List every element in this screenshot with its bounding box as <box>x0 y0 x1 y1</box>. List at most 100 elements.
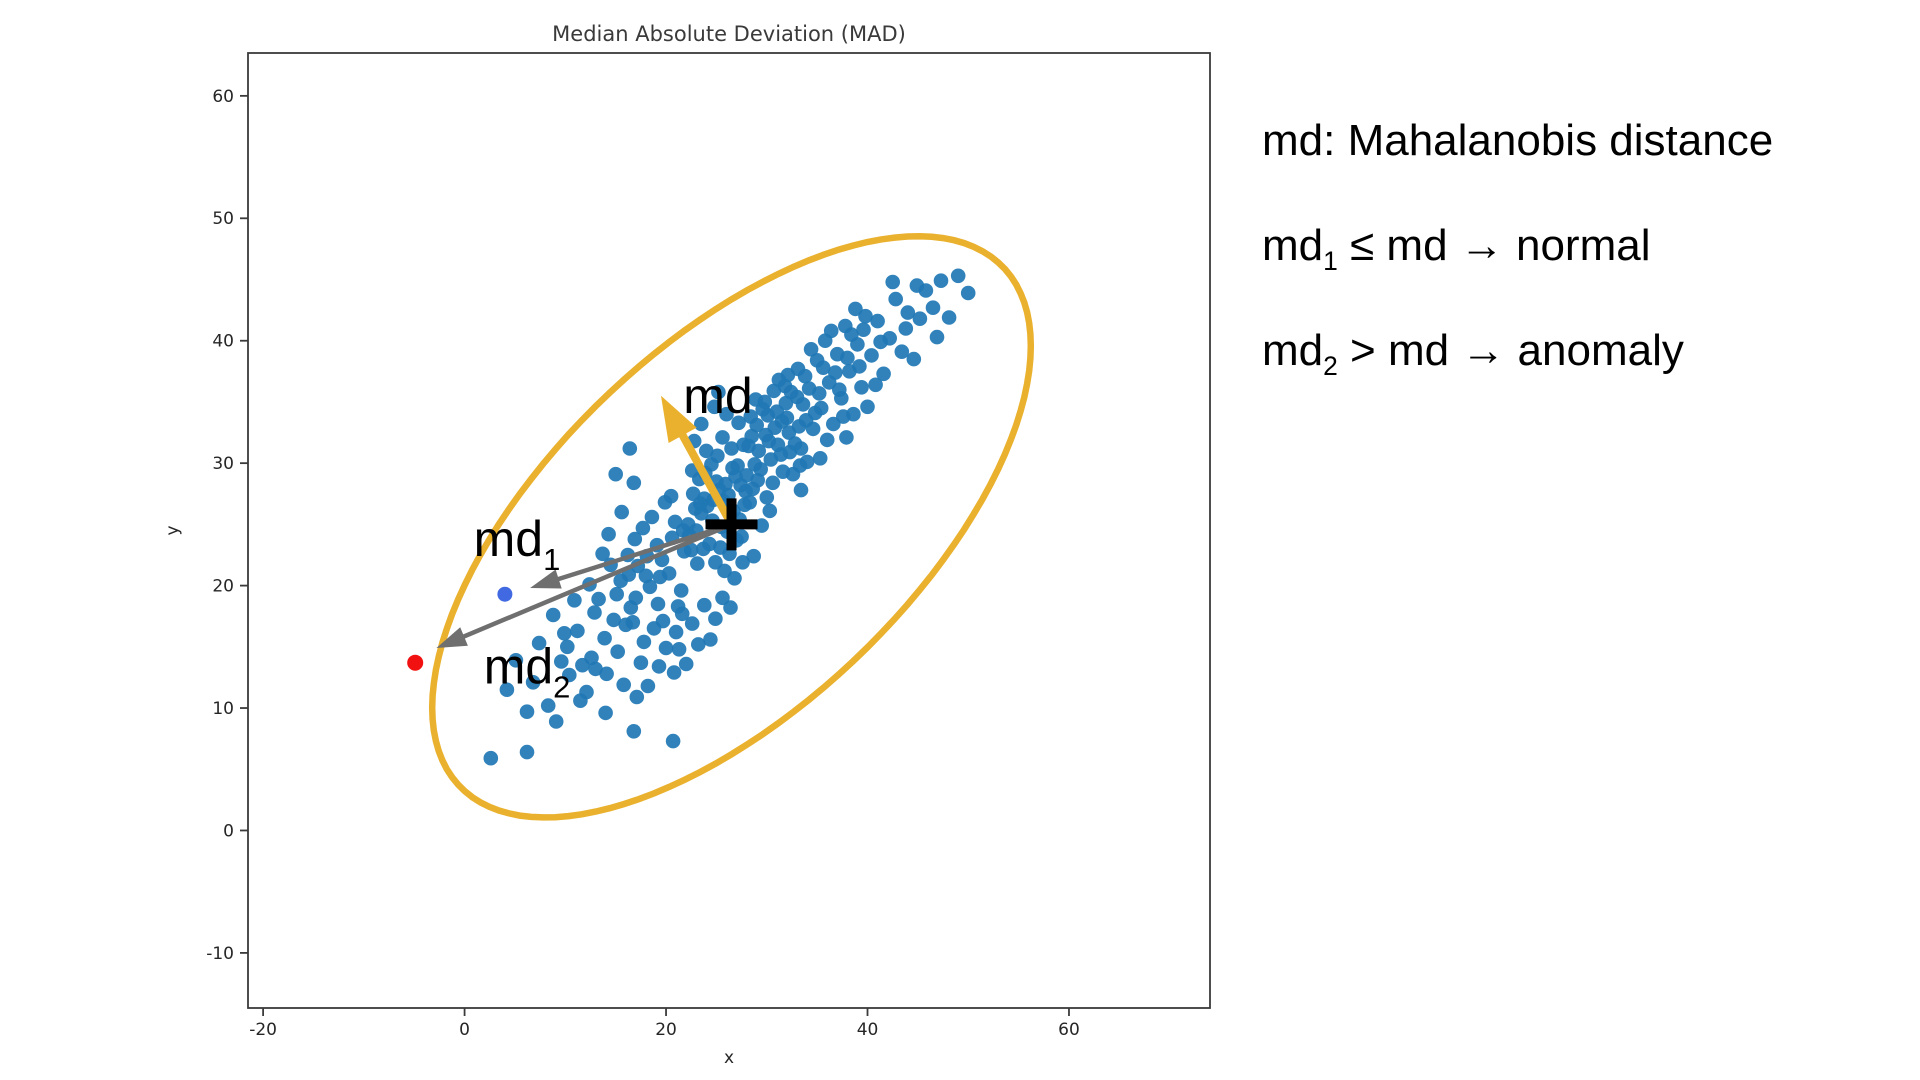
scatter-point <box>826 416 841 432</box>
scatter-point <box>668 624 684 640</box>
scatter-point <box>684 616 700 631</box>
scatter-point <box>636 634 652 650</box>
scatter-point <box>836 409 851 424</box>
arrow-md1 <box>530 522 733 589</box>
arrow-md2 <box>436 522 733 648</box>
scatter-point <box>703 632 718 647</box>
scatter-point <box>616 677 631 693</box>
scatter-point <box>663 488 679 504</box>
scatter-point <box>898 321 914 336</box>
scatter-point <box>708 611 723 626</box>
normal-point <box>497 586 513 602</box>
scatter-point <box>713 540 728 555</box>
scatter-point <box>839 430 854 445</box>
scatter-point <box>599 666 614 682</box>
scatter-point <box>731 415 746 431</box>
scatter-point <box>626 475 642 491</box>
scatter-point <box>708 555 723 570</box>
scatter-point <box>828 365 843 380</box>
arrow-md <box>661 395 736 527</box>
y-tick-label: 40 <box>212 332 234 352</box>
subscript: 2 <box>1323 350 1338 381</box>
x-tick-label: 0 <box>459 1020 470 1040</box>
scatter-point <box>727 571 742 586</box>
text-run: md <box>1262 221 1324 270</box>
text-run: > md → anomaly <box>1337 326 1684 375</box>
scatter-point <box>573 693 588 708</box>
scatter-point <box>609 586 624 602</box>
arrow-md-head <box>661 395 697 443</box>
scatter-point <box>782 444 798 460</box>
scatter-point <box>595 546 610 562</box>
annotation-md2: md2 <box>484 639 571 705</box>
mahalanobis-ellipse <box>428 232 1035 821</box>
scatter-point <box>557 626 572 641</box>
scatter-point <box>725 460 740 476</box>
scatter-point <box>792 458 808 473</box>
scatter-point <box>570 623 585 639</box>
scatter-point <box>673 583 689 598</box>
x-tick-label: 40 <box>857 1020 879 1040</box>
scatter-point <box>693 496 708 511</box>
arrow-md-shaft <box>673 423 736 527</box>
scatter-point <box>766 383 782 399</box>
scatter-point <box>856 322 871 338</box>
y-axis-label: y <box>163 525 183 535</box>
text-run: ≤ md → normal <box>1337 221 1651 270</box>
scatter-point <box>733 477 748 493</box>
scatter-point <box>678 656 694 672</box>
legend-line-md-definition: md: Mahalanobis distance <box>1262 116 1774 165</box>
scatter-point <box>840 350 855 366</box>
x-axis-label: x <box>724 1048 734 1068</box>
scatter-point <box>819 432 835 448</box>
scatter-point <box>707 399 722 415</box>
scatter-point <box>868 377 883 393</box>
scatter-point <box>832 382 847 398</box>
scatter-point <box>591 591 606 607</box>
scatter-point <box>770 437 786 453</box>
scatter-point <box>652 569 668 585</box>
scatter-point <box>699 443 714 459</box>
scatter-point <box>540 698 556 713</box>
scatter-point <box>775 464 791 480</box>
y-tick-label: 0 <box>223 821 234 841</box>
scatter-point <box>805 421 821 437</box>
scatter-point <box>575 657 590 673</box>
scatter-point <box>793 482 809 498</box>
subscript: 1 <box>1323 245 1338 276</box>
scatter-point <box>759 490 775 505</box>
plot-title: Median Absolute Deviation (MAD) <box>552 22 906 46</box>
scatter-point <box>666 665 682 680</box>
scatter-point <box>587 605 602 620</box>
legend-text-block: md: Mahalanobis distance md1 ≤ md → norm… <box>1262 88 1773 403</box>
y-tick-label: 10 <box>212 699 234 719</box>
scatter-point <box>629 689 645 705</box>
scatter-point <box>625 615 641 630</box>
scatter-point <box>778 395 794 411</box>
scatter-point <box>933 273 949 288</box>
scatter-point <box>765 475 781 491</box>
y-tick-label: 60 <box>212 87 234 107</box>
scatter-point <box>525 675 541 690</box>
x-tick-label: 20 <box>655 1020 677 1040</box>
scatter-point <box>774 414 790 429</box>
scatter-point <box>748 392 763 407</box>
arrow-md2-head <box>436 627 468 648</box>
plot-frame <box>247 52 1211 1009</box>
scatter-point <box>614 504 629 520</box>
scatter-point <box>888 291 903 307</box>
scatter-point <box>854 380 869 395</box>
scatter-point <box>909 278 925 293</box>
scatter-point <box>608 466 623 482</box>
scatter-point <box>628 590 644 606</box>
scatter-point <box>885 274 900 290</box>
scatter-plot: -20 0 20 40 60 60 50 40 30 20 10 0 -10 x y md md1 md2 <box>163 52 1211 1068</box>
scatter-point <box>742 495 757 510</box>
scatter-point <box>598 705 613 721</box>
scatter-point <box>665 733 681 749</box>
y-tick-label: 30 <box>212 454 234 474</box>
scatter-point <box>650 596 666 612</box>
scatter-point <box>803 342 819 357</box>
scatter-point <box>844 327 859 342</box>
scatter-point <box>717 563 732 579</box>
